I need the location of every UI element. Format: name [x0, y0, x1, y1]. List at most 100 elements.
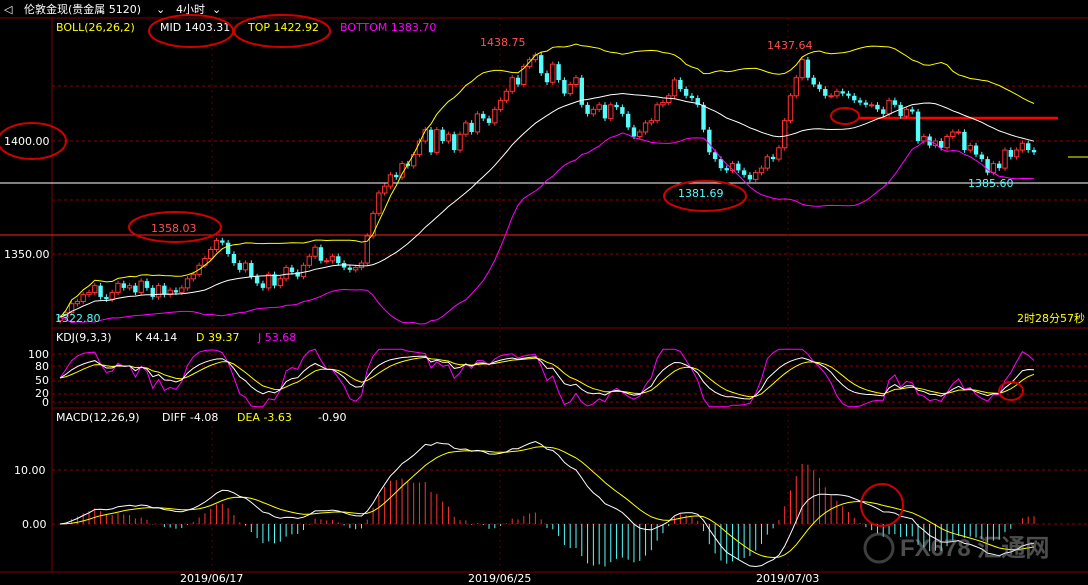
- high-label-1: 1438.75: [480, 36, 526, 49]
- candle: [567, 81, 573, 97]
- boll-mid-line: [59, 92, 1035, 318]
- candle: [497, 97, 504, 113]
- candle: [724, 165, 729, 174]
- candle: [608, 102, 614, 122]
- chart-frame: [0, 17, 1088, 573]
- kdj-label[interactable]: KDJ(9,3,3): [56, 331, 112, 344]
- kdj-axis-50: 50: [35, 374, 49, 387]
- candle: [92, 282, 98, 296]
- candle: [312, 244, 318, 259]
- macd-label[interactable]: MACD(12,26,9): [56, 411, 140, 424]
- kdj-lines-layer: [59, 348, 1035, 408]
- watermark: FX678 汇通网: [863, 532, 1049, 564]
- candle: [1002, 147, 1008, 171]
- top-circle: [233, 14, 331, 48]
- candle: [445, 131, 452, 144]
- candle: [625, 111, 631, 131]
- date-grid: [211, 18, 789, 572]
- instrument-title[interactable]: 伦敦金现(贵金属 5120): [24, 2, 141, 16]
- period-selector[interactable]: 4小时: [176, 3, 205, 16]
- kdj-k-line: [59, 355, 1035, 400]
- candle: [440, 126, 445, 144]
- candle: [526, 56, 533, 70]
- candle: [892, 97, 898, 108]
- candle: [336, 253, 341, 266]
- kdj-k-value: K 44.14: [135, 331, 177, 344]
- candle: [562, 77, 567, 97]
- candle: [544, 70, 550, 85]
- candle: [678, 77, 683, 92]
- kdj-j-value: J 53.68: [257, 331, 296, 344]
- candle: [457, 131, 463, 153]
- candle: [695, 95, 700, 108]
- price-axis-label-1350: 1350.00: [4, 248, 50, 261]
- candle: [329, 253, 336, 264]
- macd-dea-value: DEA -3.63: [237, 411, 292, 424]
- candle: [167, 287, 173, 298]
- candle: [787, 93, 794, 124]
- candle: [590, 106, 597, 117]
- candle: [660, 99, 666, 108]
- boll-bottom-value: BOTTOM 1383.70: [340, 21, 436, 34]
- candle: [550, 61, 556, 85]
- kdj-d-line: [59, 356, 1035, 398]
- candle: [387, 172, 394, 189]
- kdj-axis: 100 80 50 20 0: [28, 348, 49, 409]
- candle: [289, 264, 295, 275]
- candle: [736, 160, 741, 174]
- boll-top-value: TOP 1422.92: [247, 21, 319, 34]
- candle: [585, 102, 590, 117]
- candle: [150, 285, 155, 300]
- candle: [642, 120, 649, 135]
- candle: [811, 75, 816, 88]
- price-annotations: 1438.75 1437.64 1381.69 1385.60 1358.03 …: [55, 36, 1085, 325]
- boll-top-line: [59, 43, 1035, 318]
- macd-axis-10: 10.00: [14, 464, 46, 477]
- candle: [857, 97, 863, 106]
- candle: [997, 160, 1002, 171]
- countdown-timer: 2时28分57秒: [1017, 311, 1085, 325]
- candle: [486, 115, 492, 126]
- back-arrow-icon[interactable]: ◁: [4, 3, 13, 16]
- candle: [295, 269, 300, 280]
- macd-diff-line: [59, 440, 1035, 568]
- candle: [770, 154, 776, 162]
- watermark-logo-icon: [863, 532, 895, 564]
- chevron-down-icon[interactable]: ⌄: [156, 3, 165, 16]
- kdj-axis-100: 100: [28, 348, 49, 361]
- candle: [452, 131, 457, 153]
- candle: [602, 102, 608, 122]
- candle: [1031, 147, 1037, 156]
- candle: [950, 129, 956, 140]
- candle: [68, 301, 75, 316]
- boll-label[interactable]: BOLL(26,26,2): [56, 21, 135, 34]
- candle: [80, 291, 86, 305]
- candle: [242, 260, 249, 273]
- candle: [799, 56, 805, 81]
- left-high-label: 1358.03: [151, 222, 197, 235]
- mid-touch-circle: [830, 107, 860, 125]
- candle: [852, 93, 857, 104]
- candle: [631, 124, 637, 140]
- candle: [875, 102, 880, 113]
- candle: [481, 111, 486, 122]
- candle: [846, 90, 851, 99]
- kdj-j-line: [59, 348, 1035, 408]
- candle: [823, 86, 828, 99]
- candle: [539, 52, 544, 76]
- kdj-d-value: D 39.37: [196, 331, 239, 344]
- chevron-down-icon[interactable]: ⌄: [212, 3, 221, 16]
- candle: [428, 126, 434, 156]
- left-high-circle: [128, 211, 222, 243]
- price-grid: [52, 85, 1088, 255]
- candle: [184, 276, 191, 291]
- kdj-axis-0: 0: [42, 396, 49, 409]
- annotation-circles: [0, 14, 1024, 527]
- macd-grid: [52, 469, 1088, 525]
- candle: [306, 253, 312, 269]
- kdj-axis-20: 20: [35, 387, 49, 400]
- candle: [272, 271, 277, 289]
- candle: [648, 117, 655, 126]
- candle: [352, 264, 359, 273]
